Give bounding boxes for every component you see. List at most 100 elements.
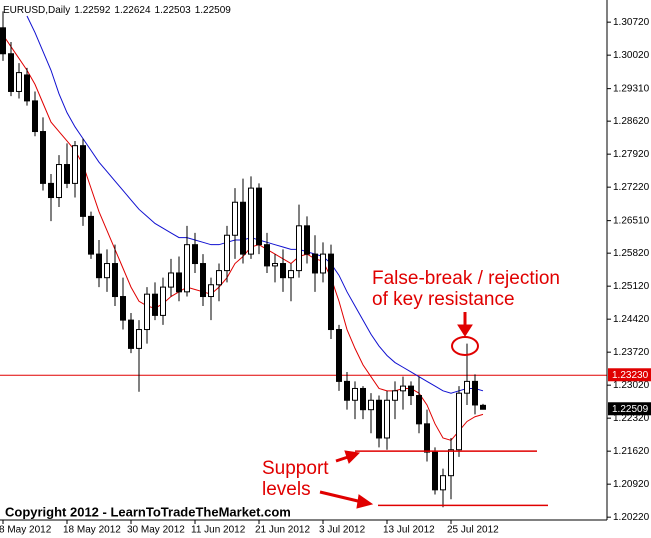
y-tick-label: 1.25120 [613,281,650,292]
candle-body [264,244,270,267]
y-tick-label: 1.27920 [613,149,650,160]
candle-body [184,244,190,293]
candle-body [320,253,326,274]
candle-body [352,387,358,401]
candle-body [120,296,126,321]
candle-body [112,263,118,298]
last-price-label: 1.22509 [612,404,649,415]
candle-body [440,475,446,491]
candle-body [288,270,294,279]
y-tick-label: 1.29310 [613,83,650,94]
annotation: levels [262,479,311,500]
candle-body [200,263,206,298]
candle-body [480,404,486,410]
candle-body [8,53,14,92]
candle-body [232,201,238,236]
candle-body [88,215,94,255]
candle-body [216,270,222,286]
y-tick-label: 1.27220 [613,182,650,193]
x-tick-label: 30 May 2012 [127,525,185,536]
x-tick-label: 21 Jun 2012 [255,525,310,536]
candle-body [400,385,406,392]
candle-body [328,253,334,331]
price-label: 1.23230 [612,370,649,381]
candle-body [424,423,430,453]
candle-body [472,380,478,406]
candle-body [96,253,102,279]
x-tick-label: 25 Jul 2012 [447,525,499,536]
y-tick-label: 1.20220 [613,512,650,523]
arrows [319,312,473,509]
candle-body [32,100,38,133]
candle-body [408,385,414,397]
candle-body [72,145,78,184]
y-tick-label: 1.30720 [613,17,650,28]
candle-body [104,263,110,279]
candle-body [80,145,86,217]
candle-body [160,286,166,316]
last-high: 1.22624 [114,5,151,16]
candle-body [392,390,398,401]
candle-body [296,225,302,272]
candle-body [0,27,6,55]
candle-body [224,234,230,272]
candle-body [128,319,134,349]
candle-body [304,225,310,255]
x-tick-label: 3 Jul 2012 [319,525,366,536]
candle-body [416,395,422,425]
candle-body [368,399,374,411]
candle-body [464,380,470,394]
plot-area [0,11,607,508]
candle-body [56,164,62,199]
highlight-ellipse [451,336,479,356]
candle-body [176,272,182,293]
candle-body [48,182,54,199]
last-close: 1.22509 [195,5,232,16]
candle-body [280,263,286,279]
y-tick-label: 1.20920 [613,479,650,490]
candle-body [344,380,350,401]
candle-body [384,399,390,439]
candle-body [40,131,46,184]
candle-body [256,187,262,246]
symbol: EURUSD,Daily [3,5,70,16]
y-tick-label: 1.24420 [613,314,650,325]
candle-body [272,263,278,267]
copyright: Copyright 2012 - LearnToTradeTheMarket.c… [5,504,291,519]
candle-body [168,272,174,288]
y-tick-label: 1.26510 [613,215,650,226]
candle-body [16,72,22,92]
candle-body [376,399,382,439]
candle-body [248,187,254,255]
x-tick-label: 11 Jun 2012 [191,525,246,536]
last-open: 1.22592 [74,5,111,16]
candle-body [448,449,454,477]
header: EURUSD,Daily 1.22592 1.22624 1.22503 1.22509 [3,5,231,16]
last-low: 1.22503 [155,5,192,16]
y-tick-label: 1.25820 [613,248,650,259]
moving-average [26,15,484,394]
y-tick-label: 1.28620 [613,116,650,127]
candle-body [136,329,142,349]
y-tick-label: 1.23720 [613,347,650,358]
candle-body [144,293,150,331]
candle-body [152,293,158,316]
y-tick-label: 1.30020 [613,50,650,61]
candle-body [24,74,30,102]
x-tick-label: 8 May 2012 [0,525,52,536]
price-label-box [608,368,651,382]
candle-body [432,451,438,491]
last-price-box [608,402,651,416]
y-tick-label: 1.21620 [613,446,650,457]
candle-body [360,387,366,411]
x-tick-label: 13 Jul 2012 [383,525,435,536]
y-tick-label: 1.23020 [613,380,650,391]
annotation: False-break / rejection [372,268,560,289]
annotation: Support [262,458,329,479]
x-tick-label: 18 May 2012 [63,525,121,536]
candle-body [456,392,462,451]
candle-body [240,201,246,255]
candle-body [312,253,318,274]
